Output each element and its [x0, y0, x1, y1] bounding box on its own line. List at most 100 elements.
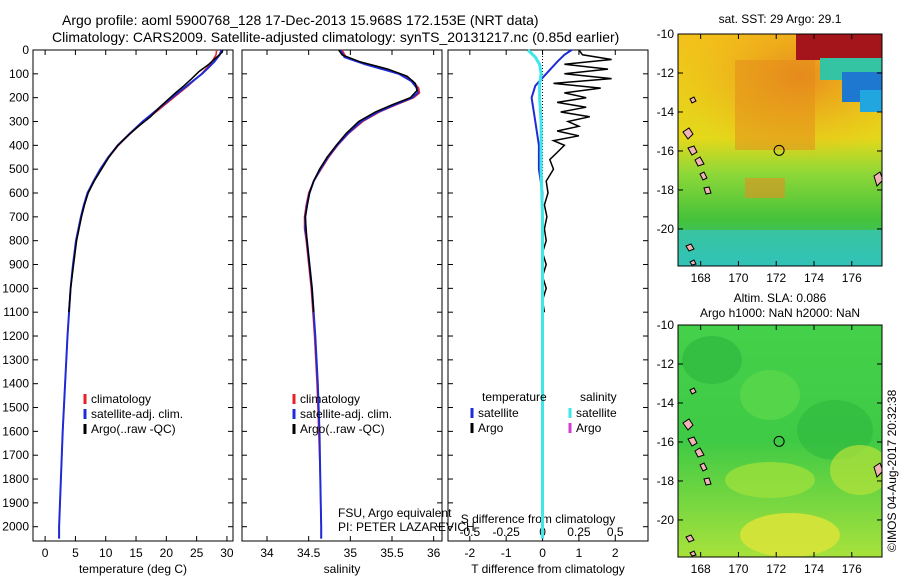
map-y-tick-label: -14	[657, 396, 675, 410]
map-x-tick-label: 176	[842, 271, 862, 285]
sla-argo-location-marker	[773, 435, 785, 447]
map-y-tick-label: -18	[657, 183, 675, 197]
map-y-tick-label: -16	[657, 144, 675, 158]
x-tick-label: 30	[220, 546, 234, 560]
sla-map: 168 170 172 174 176 -10 -12 -14 -16 -18 -20 Altim.…	[657, 291, 883, 576]
x-tick-label: 34.5	[297, 546, 321, 560]
y-tick-label: 400	[9, 138, 29, 152]
y-tick-label: 1200	[2, 329, 29, 343]
map-y-tick-label: -10	[657, 318, 675, 332]
map-y-tick-label: -20	[657, 222, 675, 236]
top-x-tick-label: -0.25	[493, 525, 521, 539]
y-tick-label: 1000	[2, 281, 29, 295]
x-tick-label: 25	[190, 546, 204, 560]
map-y-tick-label: -12	[657, 66, 675, 80]
map-y-tick-label: -16	[657, 435, 675, 449]
series-salinity-satellite	[526, 48, 544, 539]
y-tick-label: 600	[9, 186, 29, 200]
top-x-tick-label: 0.25	[567, 525, 591, 539]
x-tick-label: 15	[129, 546, 143, 560]
legend-label: Argo(..raw -QC)	[300, 422, 385, 436]
map-y-tick-label: -18	[657, 474, 675, 488]
x-tick-label: 2	[612, 546, 619, 560]
y-tick-label: 1100	[3, 305, 29, 319]
legend-label: Argo	[576, 421, 602, 435]
x-tick-label: 10	[99, 546, 113, 560]
sst-map-title: sat. SST: 29 Argo: 29.1	[719, 12, 842, 26]
x-tick-label: 1	[576, 546, 583, 560]
series-climatology	[303, 49, 421, 539]
legend-label: satellite	[576, 406, 617, 420]
legend-group-title: temperature	[482, 390, 547, 404]
y-tick-label: 1300	[2, 353, 29, 367]
y-tick-label: 0	[22, 43, 29, 57]
map-x-tick-label: 170	[728, 562, 748, 576]
series-argo-raw-qc-	[68, 49, 224, 313]
plot-frame	[241, 49, 443, 542]
y-tick-label: 900	[9, 258, 29, 272]
x-axis-label: temperature (deg C)	[79, 562, 187, 576]
y-tick-label: 100	[9, 67, 29, 81]
series-climatology	[58, 49, 218, 539]
credit-line-1: FSU, Argo equivalent	[338, 506, 452, 520]
sst-map: 168 170 172 174 176 -10 -12 -14 -16 -18 -20 sat. S…	[657, 12, 883, 285]
x-tick-label: 35	[344, 546, 358, 560]
map-x-tick-label: 170	[728, 271, 748, 285]
legend-group-title: salinity	[580, 390, 617, 404]
y-tick-label: 300	[9, 115, 29, 129]
credit-line-2: PI: PETER LAZAREVICH	[338, 520, 475, 534]
series-argo-raw-qc-	[304, 49, 418, 313]
y-tick-label: 1500	[2, 401, 29, 415]
map-y-tick-label: -12	[657, 357, 675, 371]
x-axis-label: T difference from climatology	[471, 562, 625, 576]
map-y-tick-label: -20	[657, 513, 675, 527]
legend-label: satellite-adj. clim.	[91, 407, 183, 421]
x-tick-label: 35.5	[380, 546, 404, 560]
y-tick-label: 200	[9, 91, 29, 105]
top-x-tick-label: 0.5	[607, 525, 624, 539]
sla-map-title-1: Altim. SLA: 0.086	[734, 291, 827, 305]
y-tick-label: 1900	[2, 496, 29, 510]
top-x-axis-label: S difference from climatology	[461, 512, 616, 526]
map-x-tick-label: 172	[766, 562, 786, 576]
legend-label: climatology	[300, 392, 360, 406]
y-tick-label: 2000	[2, 520, 29, 534]
map-y-tick-label: -10	[657, 27, 675, 41]
top-x-tick-label: -0.5	[459, 525, 480, 539]
legend-label: satellite	[478, 406, 519, 420]
y-tick-label: 1600	[2, 424, 29, 438]
x-tick-label: 5	[72, 546, 79, 560]
series-temperature-satellite	[530, 49, 573, 539]
x-tick-label: 36	[427, 546, 441, 560]
sla-map-title-2: Argo h1000: NaN h2000: NaN	[700, 306, 860, 320]
x-tick-label: -1	[501, 546, 512, 560]
x-tick-label: 34	[260, 546, 274, 560]
map-x-tick-label: 174	[804, 271, 824, 285]
map-x-tick-label: 176	[842, 562, 862, 576]
difference-panel: -2 -1 0 1 2 T difference from climatology -0.5…	[447, 48, 649, 576]
legend-label: climatology	[91, 392, 151, 406]
header-line-1: Argo profile: aoml 5900768_128 17-Dec-20…	[62, 12, 539, 28]
x-axis-label: salinity	[324, 562, 361, 576]
y-tick-label: 1800	[2, 472, 29, 486]
side-stamp: ©IMOS 04-Aug-2017 20:32:38	[885, 389, 899, 552]
x-tick-label: -2	[464, 546, 475, 560]
map-y-tick-label: -14	[657, 105, 675, 119]
series-satellite-adj-clim-	[58, 49, 223, 539]
legend-label: satellite-adj. clim.	[300, 407, 392, 421]
y-tick-label: 700	[9, 210, 29, 224]
x-tick-label: 0	[539, 546, 546, 560]
map-x-tick-label: 174	[804, 562, 824, 576]
y-tick-label: 800	[9, 234, 29, 248]
sst-argo-location-marker	[773, 144, 785, 156]
header-line-2: Climatology: CARS2009. Satellite-adjuste…	[52, 29, 620, 45]
y-tick-label: 1700	[2, 448, 29, 462]
y-tick-label: 1400	[2, 377, 29, 391]
legend-label: Argo	[478, 421, 504, 435]
plot-frame	[32, 49, 234, 542]
temperature-panel: 0100200300400500600700800900100011001200…	[2, 43, 234, 576]
map-x-tick-label: 172	[766, 271, 786, 285]
map-x-tick-label: 168	[691, 562, 711, 576]
series-temperature-argo	[541, 49, 612, 313]
